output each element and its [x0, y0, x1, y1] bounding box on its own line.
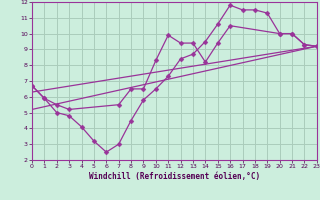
X-axis label: Windchill (Refroidissement éolien,°C): Windchill (Refroidissement éolien,°C): [89, 172, 260, 181]
